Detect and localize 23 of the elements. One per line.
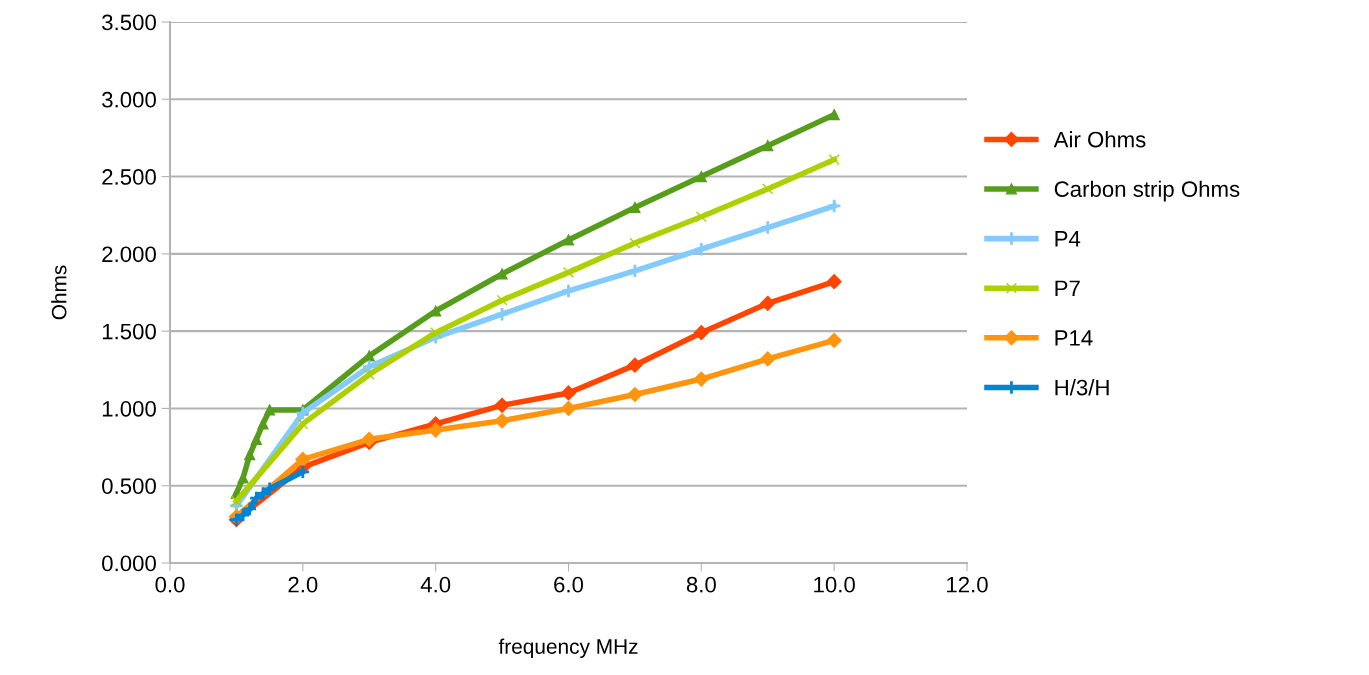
legend-label: Air Ohms — [1053, 131, 1146, 148]
x-tick-label: 0.0 — [155, 576, 185, 593]
x-tick-label: 8.0 — [686, 576, 716, 593]
y-tick-label: 3.500 — [102, 14, 156, 31]
y-tick-label: 0.000 — [102, 555, 156, 572]
y-tick-label: 1.500 — [102, 323, 156, 340]
legend-label: H/3/H — [1055, 379, 1109, 396]
legend-label: P4 — [1055, 231, 1081, 247]
y-tick-label: 2.000 — [102, 246, 156, 263]
legend-label: P7 — [1055, 280, 1080, 296]
x-tick-label: 2.0 — [288, 576, 318, 593]
y-tick-label: 1.000 — [102, 400, 156, 417]
y-tick-label: 2.500 — [102, 169, 156, 185]
x-tick-label: 6.0 — [554, 576, 584, 593]
x-tick-label: 4.0 — [420, 576, 451, 593]
legend-label: P14 — [1055, 330, 1093, 346]
y-axis-title: Ohms — [51, 265, 67, 320]
y-tick-label: 3.000 — [102, 91, 156, 108]
x-tick-label: 12.0 — [947, 576, 988, 593]
y-tick-label: 0.500 — [102, 478, 156, 494]
x-axis-title: frequency MHz — [498, 638, 638, 658]
legend-label: Carbon strip Ohms — [1054, 180, 1240, 202]
x-tick-label: 10.0 — [814, 576, 855, 593]
